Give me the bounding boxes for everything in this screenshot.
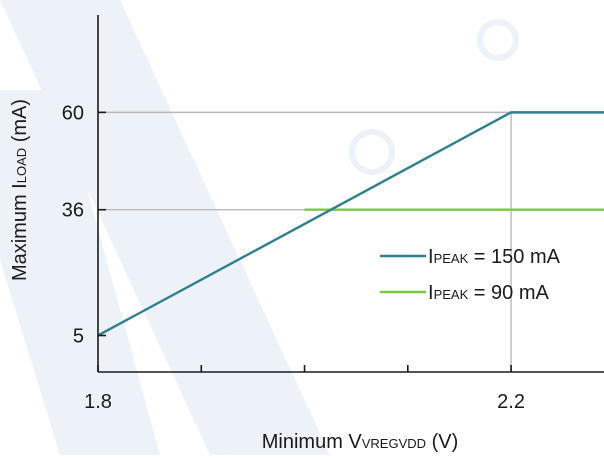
watermark-letter — [349, 129, 395, 175]
y-ticks: 5 36 60 — [62, 102, 106, 347]
y-tick-label: 36 — [62, 200, 84, 222]
reference-lines — [98, 111, 512, 372]
x-tick-label: 2.2 — [497, 391, 525, 413]
x-axis-title: Minimum VVREGVDD (V) — [262, 431, 459, 453]
y-axis-title: Maximum ILOAD (mA) — [9, 99, 31, 281]
watermark-letter — [477, 19, 519, 61]
y-tick-label: 5 — [73, 325, 84, 347]
legend-label: IPEAK = 150 mA — [428, 246, 561, 268]
watermark-stripe — [0, 0, 330, 455]
x-ticks: 1.8 2.2 — [84, 365, 525, 413]
watermark-stripe — [0, 90, 160, 455]
x-tick-label: 1.8 — [84, 391, 112, 413]
legend-label: IPEAK = 90 mA — [428, 282, 550, 304]
legend: IPEAK = 150 mA IPEAK = 90 mA — [380, 246, 561, 304]
watermark — [0, 0, 519, 455]
watermark-letter — [183, 275, 233, 325]
series-line — [97, 111, 604, 337]
series-lines — [97, 111, 604, 337]
legend-entry: IPEAK = 90 mA — [380, 282, 550, 304]
y-tick-label: 60 — [62, 102, 84, 124]
legend-entry: IPEAK = 150 mA — [380, 246, 561, 268]
